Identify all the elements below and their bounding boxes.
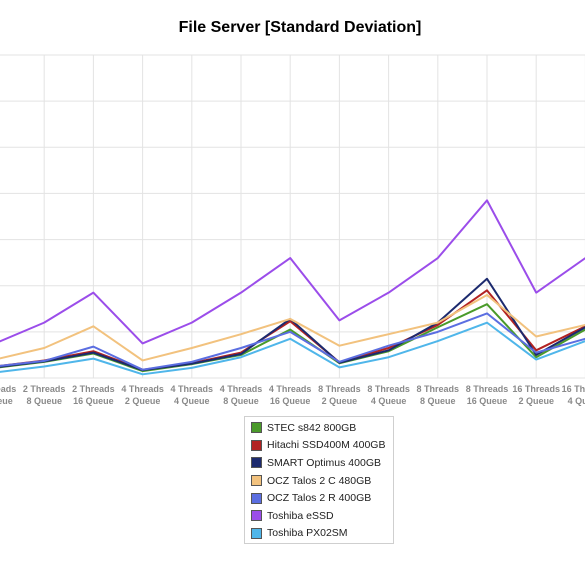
series-line (0, 289, 585, 371)
legend-swatch (251, 475, 262, 487)
x-tick-label: 4 Threads 2 Queue (121, 384, 164, 406)
legend-swatch (251, 439, 262, 451)
grid (0, 54, 585, 379)
legend-label: Toshiba PX02SM (267, 527, 348, 540)
series-line (0, 277, 585, 372)
legend-swatch (251, 510, 262, 522)
legend-label: Hitachi SSD400M 400GB (267, 439, 386, 452)
legend-item: OCZ Talos 2 R 400GB (245, 489, 393, 507)
legend-swatch (251, 457, 262, 469)
legend: STEC s842 800GB Hitachi SSD400M 400GB SMAR… (244, 416, 394, 544)
series-line (0, 312, 585, 371)
series-line (0, 199, 585, 345)
legend-item: Toshiba PX02SM (245, 525, 393, 543)
x-tick-label: 4 Threads 8 Queue (220, 384, 263, 406)
series-line (0, 303, 585, 373)
x-tick-label: 2 Threads 8 Queue (23, 384, 66, 406)
x-tick-label: 16 Threads 2 Queue (512, 384, 560, 406)
x-tick-label: 4 Threads 4 Queue (171, 384, 214, 406)
legend-swatch (251, 527, 262, 539)
legend-item: SMART Optimus 400GB (245, 454, 393, 472)
series-line (0, 293, 585, 362)
legend-label: Toshiba eSSD (267, 509, 334, 522)
legend-label: OCZ Talos 2 C 480GB (267, 474, 372, 487)
legend-label: OCZ Talos 2 R 400GB (267, 492, 372, 505)
series-lines (0, 199, 585, 376)
x-tick-label: 2 Threads 16 Queue (72, 384, 115, 406)
legend-swatch (251, 422, 262, 434)
x-tick-label: 8 Threads 2 Queue (318, 384, 361, 406)
x-tick-label: 8 Threads 4 Queue (367, 384, 410, 406)
x-tick-label: 4 Threads 16 Queue (269, 384, 312, 406)
chart-title: File Server [Standard Deviation] (178, 19, 422, 36)
legend-label: SMART Optimus 400GB (267, 456, 381, 469)
legend-label: STEC s842 800GB (267, 421, 357, 434)
legend-swatch (251, 492, 262, 504)
legend-item: Hitachi SSD400M 400GB (245, 437, 393, 455)
legend-item: OCZ Talos 2 C 480GB (245, 472, 393, 490)
legend-item: Toshiba eSSD (245, 507, 393, 525)
x-tick-label: 8 Threads 8 Queue (417, 384, 460, 406)
x-tick-label: 8 Threads 16 Queue (466, 384, 509, 406)
series-line (0, 321, 585, 376)
legend-item: STEC s842 800GB (245, 419, 393, 437)
